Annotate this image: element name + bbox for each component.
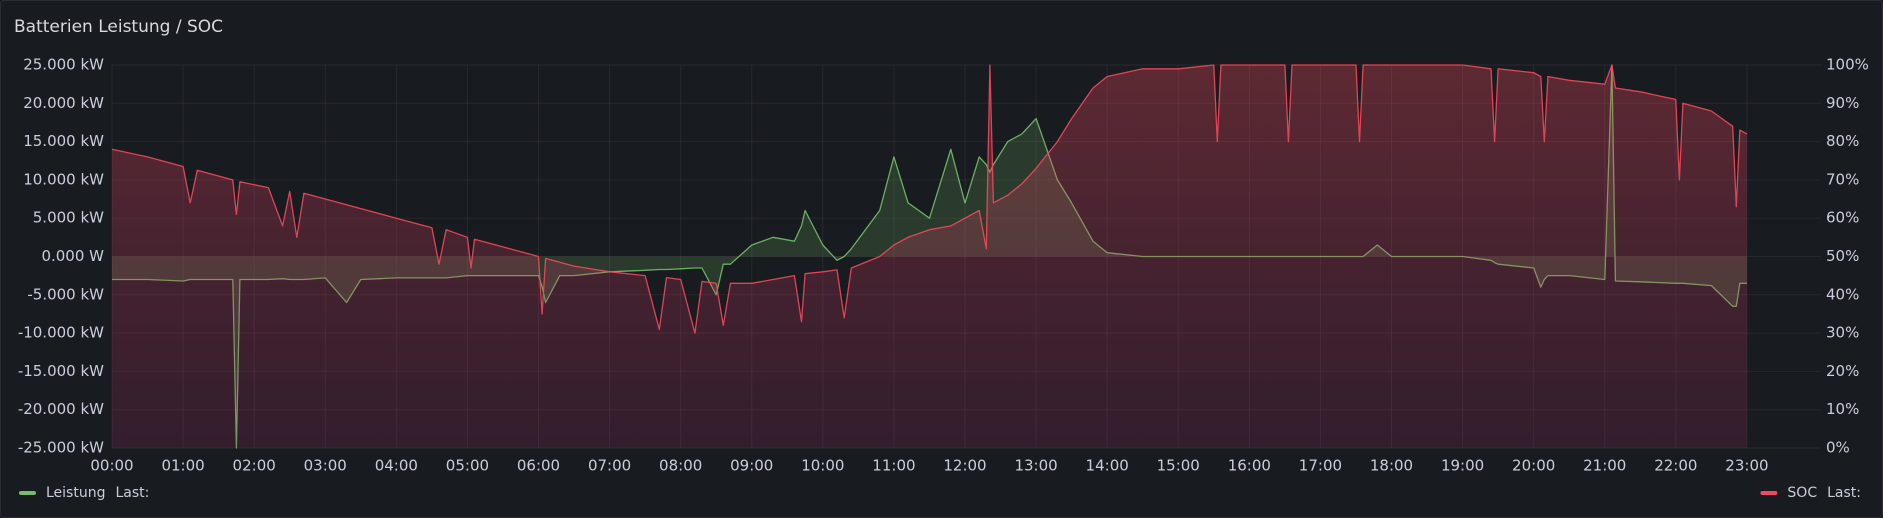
x-tick-label: 06:00 xyxy=(517,457,560,475)
x-tick-label: 01:00 xyxy=(161,457,204,475)
y2-tick-label: 70% xyxy=(1826,170,1859,188)
series-line xyxy=(111,64,1748,334)
x-tick-label: 21:00 xyxy=(1583,457,1626,475)
y-tick-label: -20.000 kW xyxy=(18,400,104,418)
legend-swatch xyxy=(19,491,36,495)
y-tick-label: 0.000 W xyxy=(41,247,104,265)
y-tick-label: 25.000 kW xyxy=(23,56,104,74)
y2-tick-label: 90% xyxy=(1826,94,1859,112)
x-tick-label: 12:00 xyxy=(943,457,986,475)
y2-tick-label: 0% xyxy=(1826,439,1850,457)
x-tick-label: 02:00 xyxy=(233,457,276,475)
x-tick-label: 03:00 xyxy=(304,457,347,475)
area-fill xyxy=(112,65,1747,448)
y2-tick-label: 60% xyxy=(1826,209,1859,227)
x-tick-label: 09:00 xyxy=(730,457,773,475)
x-tick-label: 15:00 xyxy=(1157,457,1200,475)
x-tick-label: 22:00 xyxy=(1654,457,1697,475)
y-tick-label: 20.000 kW xyxy=(23,94,104,112)
legend-label: Leistung xyxy=(46,485,105,501)
x-tick-label: 11:00 xyxy=(872,457,915,475)
y-tick-label: 10.000 kW xyxy=(23,170,104,188)
x-tick-label: 08:00 xyxy=(659,457,702,475)
x-tick-label: 20:00 xyxy=(1512,457,1555,475)
legend-calc: Last: xyxy=(115,485,149,501)
y2-tick-label: 10% xyxy=(1826,400,1859,418)
legend-calc: Last: xyxy=(1827,485,1861,501)
y2-tick-label: 20% xyxy=(1826,362,1859,380)
legend-item: Last: SOC xyxy=(1760,485,1861,501)
y2-tick-label: 50% xyxy=(1826,247,1859,265)
y2-tick-label: 40% xyxy=(1826,285,1859,303)
y-tick-label: 5.000 kW xyxy=(33,209,104,227)
x-tick-label: 13:00 xyxy=(1014,457,1057,475)
x-tick-label: 19:00 xyxy=(1441,457,1484,475)
y2-tick-label: 30% xyxy=(1826,324,1859,342)
x-tick-label: 00:00 xyxy=(90,457,133,475)
y2-tick-label: 80% xyxy=(1826,132,1859,150)
x-tick-label: 10:00 xyxy=(801,457,844,475)
x-tick-label: 23:00 xyxy=(1725,457,1768,475)
x-tick-label: 14:00 xyxy=(1086,457,1129,475)
legend-item: Leistung Last: xyxy=(19,485,149,501)
y2-tick-label: 100% xyxy=(1826,56,1869,74)
x-tick-label: 05:00 xyxy=(446,457,489,475)
chart-title: Batterien Leistung / SOC xyxy=(14,17,223,37)
y-tick-label: -25.000 kW xyxy=(18,439,104,457)
y-tick-label: -5.000 kW xyxy=(27,285,104,303)
x-tick-label: 16:00 xyxy=(1228,457,1271,475)
y-tick-label: -15.000 kW xyxy=(18,362,104,380)
legend-swatch xyxy=(1760,491,1778,495)
x-tick-label: 18:00 xyxy=(1370,457,1413,475)
y-tick-label: -10.000 kW xyxy=(18,324,104,342)
x-tick-label: 07:00 xyxy=(588,457,631,475)
x-tick-label: 17:00 xyxy=(1299,457,1342,475)
legend-label: SOC xyxy=(1787,485,1817,501)
y-tick-label: 15.000 kW xyxy=(23,132,104,150)
x-tick-label: 04:00 xyxy=(375,457,418,475)
